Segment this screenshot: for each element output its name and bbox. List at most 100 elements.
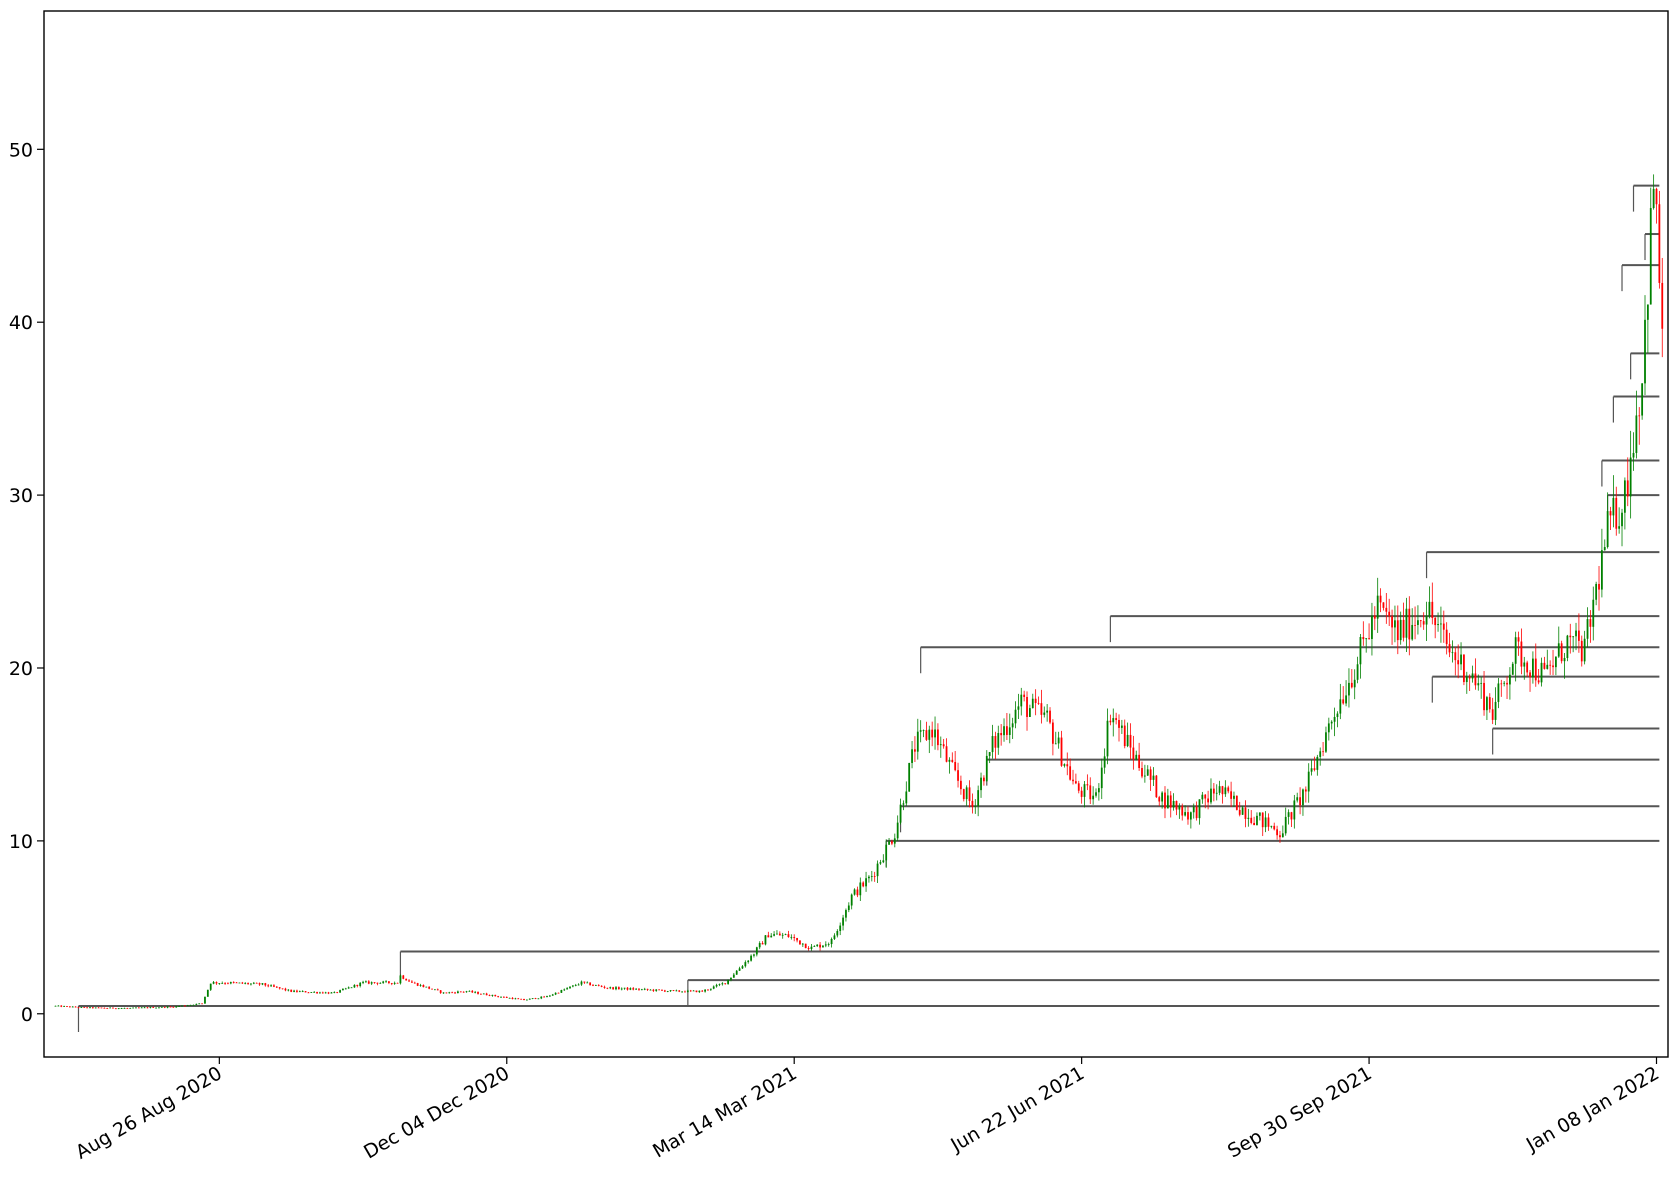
x-tick-label: Jan 08 Jan 2022 <box>1522 1062 1663 1156</box>
candle-body <box>971 800 974 807</box>
candle-body <box>1054 743 1057 745</box>
candle-body <box>1210 788 1212 803</box>
candle-body <box>293 990 295 992</box>
candle-body <box>896 822 899 839</box>
candle-body <box>1537 680 1540 683</box>
candle-body <box>1457 660 1460 665</box>
candle-body <box>192 1004 195 1006</box>
candle-body <box>402 975 405 979</box>
candle-body <box>204 996 206 1004</box>
candle-body <box>701 990 704 992</box>
candle-body <box>1592 599 1595 627</box>
candle-body <box>1253 822 1255 826</box>
candle-body <box>1250 817 1253 823</box>
candle-body <box>1379 595 1382 603</box>
candle-body <box>939 744 942 746</box>
candle-body <box>1327 723 1330 733</box>
candle-body <box>1509 674 1511 685</box>
candle-body <box>747 960 750 963</box>
candle-body <box>1488 697 1491 710</box>
x-tick-label: Aug 26 Aug 2020 <box>72 1062 226 1163</box>
candle-body <box>684 991 686 993</box>
candle-body <box>1365 638 1368 640</box>
candle-body <box>1425 616 1428 625</box>
candle-body <box>169 1006 172 1008</box>
candle-body <box>1583 638 1586 662</box>
candle-body <box>1609 511 1612 516</box>
candle-body <box>764 935 767 945</box>
candle-body <box>109 1007 112 1009</box>
candle-body <box>1345 695 1347 704</box>
candle-body <box>822 945 824 948</box>
candle-body <box>799 940 801 945</box>
candle-body <box>735 970 738 975</box>
candle-body <box>1606 511 1609 548</box>
candle-body <box>1120 725 1123 728</box>
candle-body <box>471 990 474 993</box>
x-tick-label: Jun 22 Jun 2021 <box>946 1062 1088 1157</box>
candle-body <box>1143 775 1146 777</box>
candle-body <box>937 729 939 746</box>
candle-body <box>1652 188 1655 209</box>
candle-body <box>313 991 316 993</box>
candle-body <box>494 994 497 997</box>
candle-body <box>1414 624 1416 626</box>
candle-body <box>224 983 226 984</box>
candle-body <box>71 1006 74 1008</box>
candle-body <box>137 1007 140 1009</box>
candle-body <box>666 991 669 992</box>
candle-body <box>342 988 344 991</box>
candle-body <box>1083 784 1086 797</box>
candle-body <box>1491 709 1494 720</box>
candle-body <box>140 1007 143 1009</box>
candle-body <box>551 994 554 996</box>
candle-body <box>270 985 272 987</box>
candle-body <box>911 749 913 763</box>
candle-body <box>1437 624 1439 626</box>
candle-body <box>1006 726 1008 735</box>
candle-body <box>1477 683 1480 686</box>
candle-body <box>327 992 330 994</box>
x-tick-label: Dec 04 Dec 2020 <box>360 1062 513 1163</box>
candle-body <box>520 998 523 1000</box>
candle-body <box>652 989 655 991</box>
candle-body <box>500 996 502 998</box>
candle-body <box>1658 204 1661 283</box>
candle-body <box>649 989 652 991</box>
candle-body <box>1040 703 1043 715</box>
candle-body <box>1376 595 1379 619</box>
axes-layer: 0 10 20 30 40 50 Aug 26 Aug 2020 Dec 04 Dec 202… <box>9 10 1669 1164</box>
candle-body <box>698 990 701 993</box>
candle-body <box>390 982 393 984</box>
candle-body <box>1149 769 1152 780</box>
candle-body <box>580 981 583 985</box>
candle-body <box>195 1003 198 1005</box>
candle-body <box>692 990 695 992</box>
candle-body <box>1649 208 1652 305</box>
candle-body <box>707 989 709 991</box>
candle-body <box>534 998 537 999</box>
candle-body <box>74 1006 77 1008</box>
candle-body <box>129 1007 132 1009</box>
candle-body <box>155 1007 157 1009</box>
candle-body <box>1267 817 1270 827</box>
candle-body <box>459 991 462 993</box>
candle-body <box>557 992 560 994</box>
candle-body <box>1417 620 1419 625</box>
candle-body <box>540 996 543 999</box>
candle-body <box>428 986 431 989</box>
candle-body <box>730 977 732 980</box>
candle-body <box>617 987 620 990</box>
candle-body <box>784 934 787 935</box>
candle-body <box>695 990 698 993</box>
candle-body <box>287 989 290 991</box>
candle-body <box>1258 812 1261 816</box>
candle-body <box>413 982 416 984</box>
candle-body <box>1273 825 1276 830</box>
candle-body <box>859 882 862 896</box>
candle-body <box>1037 702 1040 704</box>
candle-body <box>1123 725 1126 747</box>
candle-body <box>1655 188 1658 205</box>
candle-body <box>238 982 241 984</box>
